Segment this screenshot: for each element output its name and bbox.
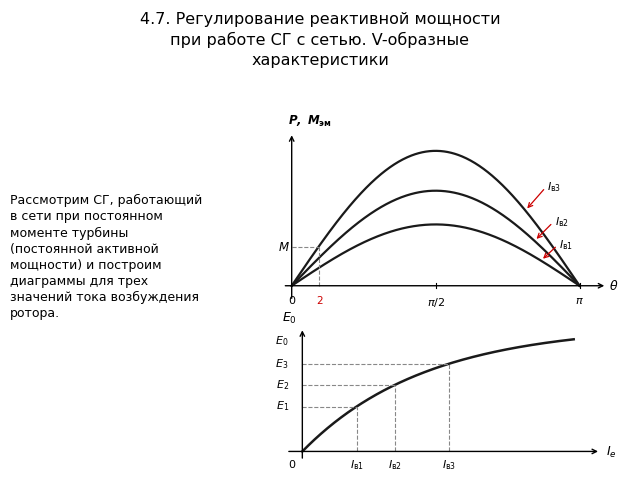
- Text: $E_0$: $E_0$: [282, 311, 297, 326]
- Text: 2: 2: [316, 297, 323, 306]
- Text: Рассмотрим СГ, работающий
в сети при постоянном
моменте турбины
(постоянной акти: Рассмотрим СГ, работающий в сети при пос…: [10, 194, 202, 320]
- Text: $I_{\rm в3}$: $I_{\rm в3}$: [442, 458, 456, 472]
- Text: $E_2$: $E_2$: [276, 378, 289, 392]
- Text: $I_{\rm в2}$: $I_{\rm в2}$: [555, 216, 569, 229]
- Text: $I_e$: $I_e$: [606, 445, 617, 460]
- Text: $E_0$: $E_0$: [275, 334, 289, 348]
- Text: $I_{\rm в2}$: $I_{\rm в2}$: [388, 458, 402, 472]
- Text: $\bfit{P},\ \bfit{M}_{\mathbf{эм}}$: $\bfit{P},\ \bfit{M}_{\mathbf{эм}}$: [288, 114, 332, 130]
- Text: $E_1$: $E_1$: [275, 400, 289, 413]
- Text: 4.7. Регулирование реактивной мощности
при работе СГ с сетью. V-образные
характе: 4.7. Регулирование реактивной мощности п…: [140, 12, 500, 68]
- Text: $M$: $M$: [278, 241, 289, 254]
- Text: 0: 0: [288, 297, 295, 306]
- Text: $\theta$: $\theta$: [609, 279, 618, 293]
- Text: $I_{\rm в3}$: $I_{\rm в3}$: [547, 180, 561, 194]
- Text: $\pi/2$: $\pi/2$: [427, 297, 445, 310]
- Text: $I_{\rm в1}$: $I_{\rm в1}$: [559, 239, 573, 252]
- Text: 0: 0: [288, 460, 295, 470]
- Text: $\pi$: $\pi$: [575, 297, 584, 306]
- Text: $I_{\rm в1}$: $I_{\rm в1}$: [349, 458, 364, 472]
- Text: $E_3$: $E_3$: [275, 357, 289, 371]
